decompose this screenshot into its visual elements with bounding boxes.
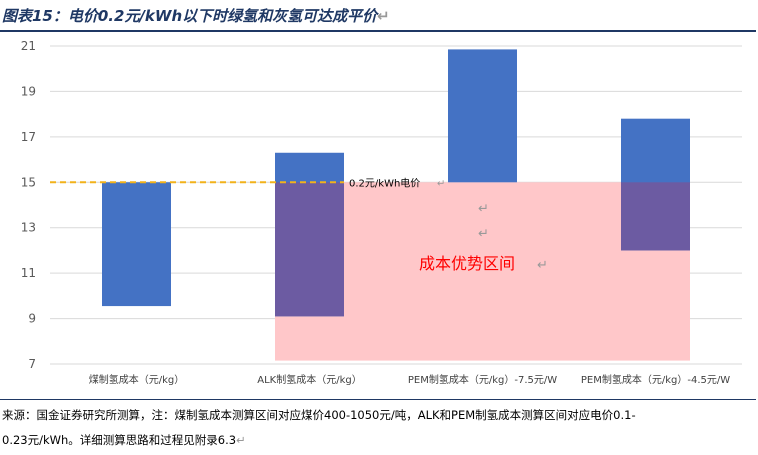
return-mark: ↵	[437, 178, 445, 189]
range-bar-overlap	[621, 182, 690, 251]
cost-range-chart: 7 9 11 13 15 17 19 21 煤制氢成本（元/kg） ALK制氢成本（元/kg） P…	[21, 39, 742, 386]
reference-line-label: 0.2元/kWh电价	[349, 176, 420, 189]
y-tick-label: 9	[28, 312, 36, 326]
x-category-label: PEM制氢成本（元/kg）-4.5元/W	[581, 373, 730, 386]
y-tick-label: 21	[21, 39, 36, 53]
annotations: 0.2元/kWh电价 ↵ 成本优势区间 ↵ ↵ ↵	[349, 176, 548, 272]
y-axis: 7 9 11 13 15 17 19 21	[21, 39, 36, 371]
advantage-region-fill	[275, 182, 690, 361]
bars	[102, 49, 690, 317]
return-mark: ↵	[478, 201, 489, 216]
range-bar	[102, 182, 171, 307]
page-title: 图表15：电价0.2元/kWh以下时绿氢和灰氢可达成平价↵	[2, 7, 390, 25]
y-tick-label: 15	[21, 175, 36, 189]
source-line-2: 0.23元/kWh。详细测算思路和过程见附录6.3	[2, 433, 237, 447]
range-bar-overlap	[275, 182, 344, 317]
source-divider	[0, 399, 756, 400]
y-tick-label: 17	[21, 130, 36, 144]
advantage-region	[275, 182, 690, 361]
x-category-label: PEM制氢成本（元/kg）-7.5元/W	[408, 373, 557, 386]
advantage-region-label: 成本优势区间	[419, 254, 515, 273]
x-axis: 煤制氢成本（元/kg） ALK制氢成本（元/kg） PEM制氢成本（元/kg）-7.…	[89, 373, 730, 386]
y-tick-label: 13	[21, 221, 36, 235]
y-tick-label: 19	[21, 84, 36, 98]
y-tick-label: 11	[21, 266, 36, 280]
y-tick-label: 7	[28, 357, 36, 371]
chart-area: 7 9 11 13 15 17 19 21 煤制氢成本（元/kg） ALK制氢成本（元/kg） P…	[0, 32, 758, 397]
source-line-1: 来源：国金证券研究所测算，注：煤制氢成本测算区间对应煤价400-1050元/吨，…	[2, 408, 636, 422]
range-bar	[448, 49, 517, 183]
x-category-label: ALK制氢成本（元/kg）	[257, 373, 361, 386]
title-divider	[0, 30, 756, 32]
source-note: 来源：国金证券研究所测算，注：煤制氢成本测算区间对应煤价400-1050元/吨，…	[2, 403, 754, 453]
return-mark: ↵	[537, 258, 548, 273]
return-mark: ↵	[478, 226, 489, 241]
x-category-label: 煤制氢成本（元/kg）	[89, 373, 185, 386]
